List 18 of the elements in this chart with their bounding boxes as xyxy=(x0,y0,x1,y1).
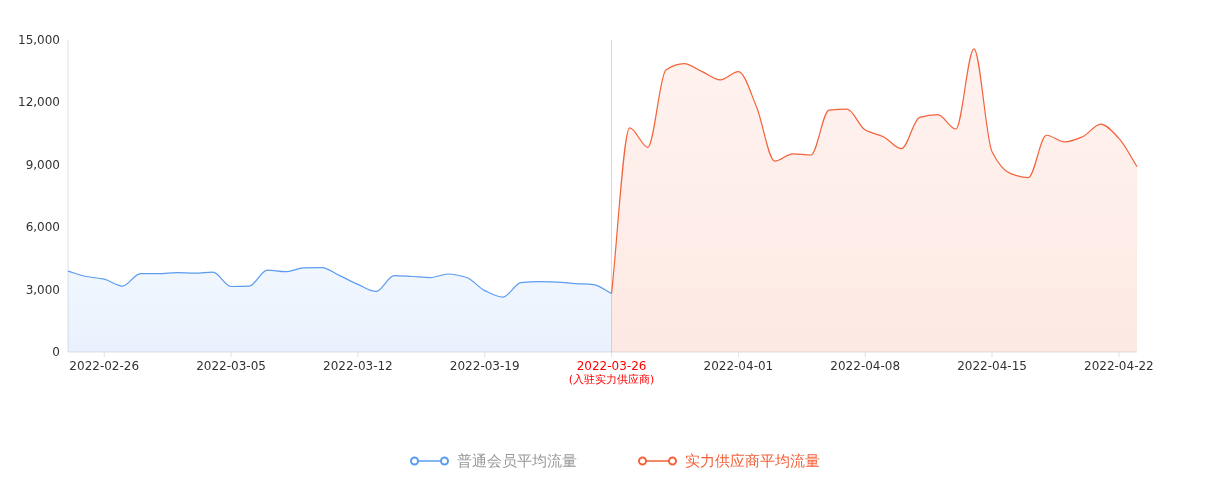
y-tick-label: 6,000 xyxy=(25,220,60,235)
x-tick-label: 2022-03-05 xyxy=(196,359,266,373)
y-tick-label: 3,000 xyxy=(25,282,60,297)
legend-label: 普通会员平均流量 xyxy=(456,452,577,470)
x-tick-label: 2022-03-12 xyxy=(323,359,393,373)
x-tick-label: 2022-04-01 xyxy=(703,359,774,373)
y-tick-label: 0 xyxy=(52,345,60,359)
x-tick-label: 2022-04-22 xyxy=(1084,359,1154,373)
x-tick-label: 2022-02-26 xyxy=(69,359,140,373)
legend-label: 实力供应商平均流量 xyxy=(684,452,820,470)
y-tick-label: 9,000 xyxy=(25,157,60,172)
y-tick-label: 15,000 xyxy=(18,33,60,47)
x-tick-label: 2022-03-26 xyxy=(576,359,647,373)
x-tick-label: 2022-04-15 xyxy=(957,359,1027,373)
x-tick-label: 2022-04-08 xyxy=(830,359,901,373)
x-tick-label: 2022-03-19 xyxy=(449,359,520,373)
y-tick-label: 12,000 xyxy=(18,95,60,110)
ref-line-label: (入驻实力供应商) xyxy=(568,373,655,386)
